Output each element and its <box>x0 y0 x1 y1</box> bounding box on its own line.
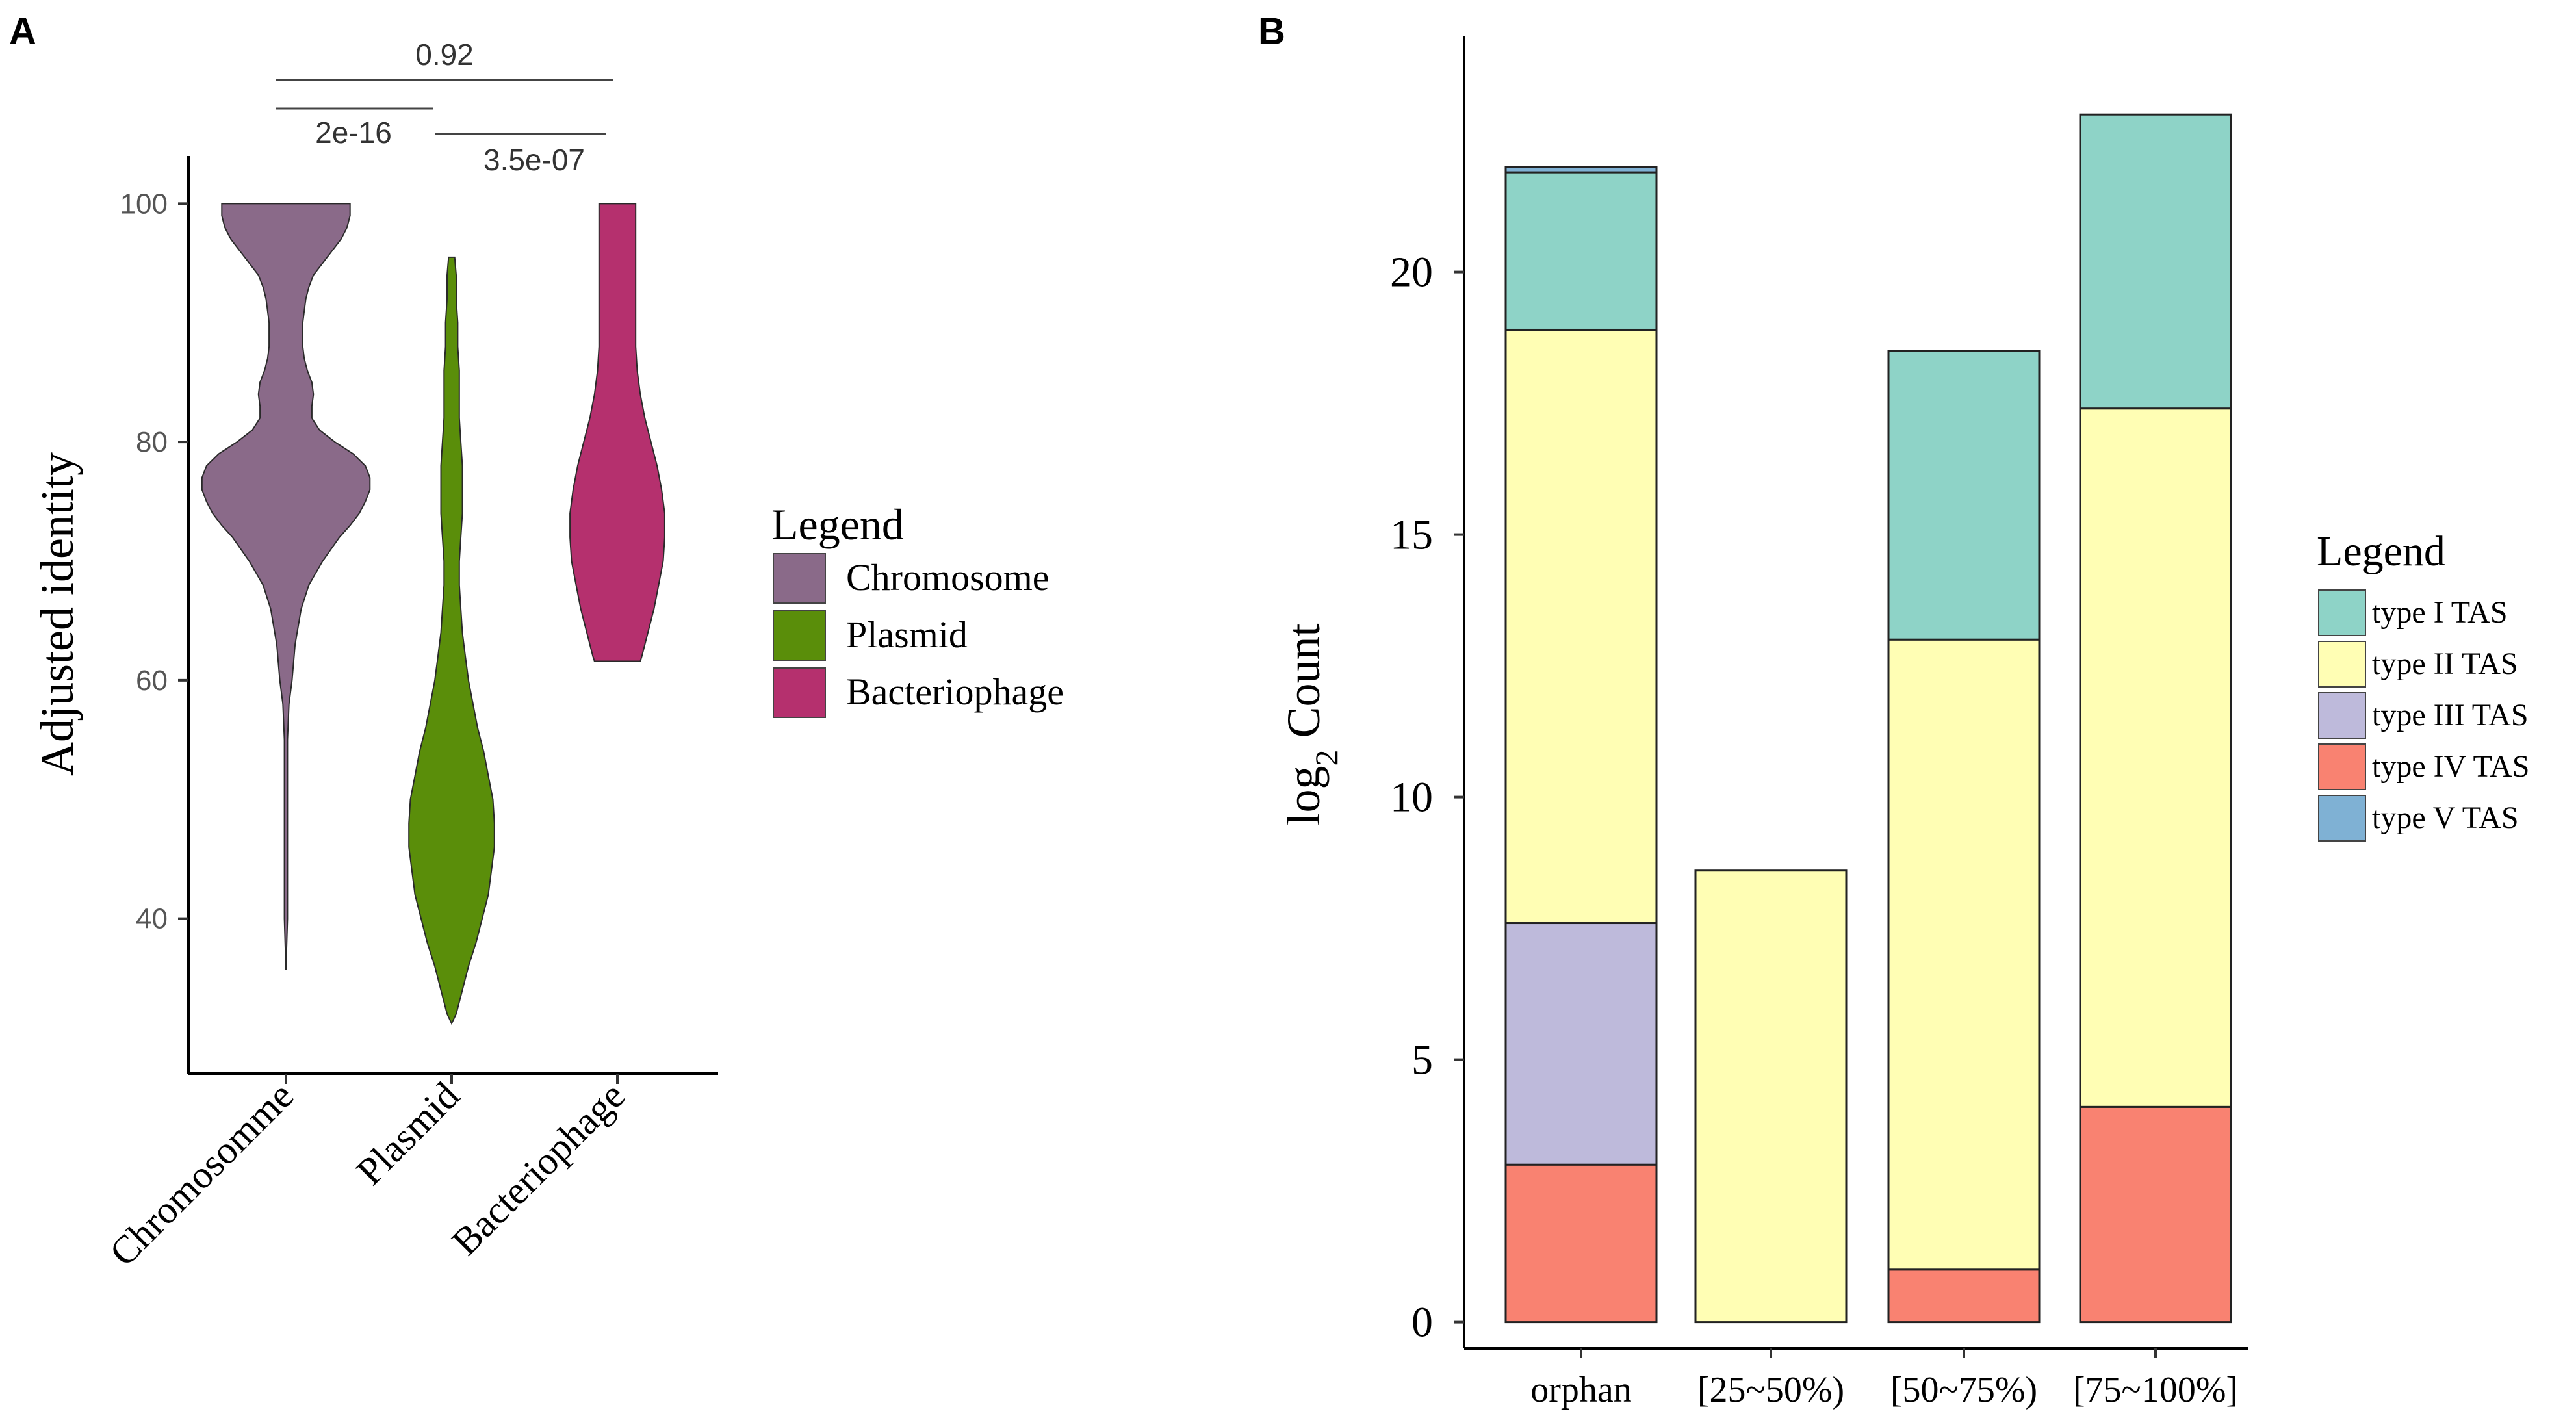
bar-segment-type-v-tas <box>1504 166 1658 174</box>
legend-swatch-chromosome <box>773 553 826 604</box>
legend-label-type-i-tas: type I TAS <box>2372 595 2508 630</box>
y-tick-label-a: 60 <box>136 665 168 697</box>
legend-label-type-iii-tas: type III TAS <box>2372 698 2529 732</box>
y-tick-label-b: 0 <box>1411 1299 1433 1346</box>
bar-segment-type-iv-tas <box>1504 1163 1658 1324</box>
legend-swatch-plasmid <box>773 610 826 661</box>
bar-segment-type-ii-tas <box>1504 328 1658 925</box>
bar-segment-type-i-tas <box>2079 113 2232 410</box>
legend-swatch-type-i-tas <box>2318 589 2366 636</box>
legend-swatch-bacteriophage <box>773 667 826 718</box>
x-tick-label-plasmid: Plasmid <box>348 1074 467 1193</box>
legend-b: Legend type I TAS type II TAS type III TAS t… <box>2317 528 2529 842</box>
x-tick-label-orphan: orphan <box>1530 1370 1632 1410</box>
y-axis-title-a: Adjusted identity <box>31 452 83 776</box>
y-tick-label-b: 20 <box>1390 249 1433 296</box>
y-tick-label-b: 15 <box>1390 511 1433 559</box>
legend-swatch-type-iv-tas <box>2318 743 2366 790</box>
legend-swatch-type-iii-tas <box>2318 692 2366 739</box>
y-ticks-a: 40 60 80 100 <box>120 188 188 935</box>
legend-label-type-ii-tas: type II TAS <box>2372 647 2518 681</box>
legend-label-plasmid: Plasmid <box>846 613 968 656</box>
bar-segment-type-iv-tas <box>2079 1105 2232 1324</box>
violin-group <box>201 203 665 1025</box>
violin-plasmid <box>408 256 495 1025</box>
y-ticks-b: 0 5 10 15 20 <box>1390 249 1464 1346</box>
panel-label-a: A <box>9 10 36 53</box>
legend-label-chromosome: Chromosome <box>846 556 1050 599</box>
bar-segment-type-ii-tas <box>1887 638 2041 1271</box>
x-tick-label-75-100: [75~100%] <box>2073 1370 2238 1410</box>
legend-swatch-type-ii-tas <box>2318 641 2366 688</box>
y-axis-title-b-subscript: 2 <box>1308 750 1345 766</box>
panel-label-b: B <box>1258 10 1285 53</box>
y-tick-label-b: 10 <box>1390 774 1433 821</box>
bar-segment-type-i-tas <box>1504 171 1658 331</box>
bar-segment-type-ii-tas <box>1694 869 1848 1324</box>
y-tick-label-b: 5 <box>1411 1036 1433 1084</box>
bar-segment-type-iv-tas <box>1887 1268 2041 1324</box>
x-tick-label-chromosomme: Chromosomme <box>101 1074 302 1274</box>
y-axis-title-b-main: log <box>1278 766 1330 826</box>
legend-a: Legend Chromosome Plasmid Bacteriophage <box>771 500 1064 718</box>
significance-brackets: 0.92 2e-16 3.5e-07 <box>276 38 613 177</box>
bar-segment-type-iii-tas <box>1504 922 1658 1166</box>
violin-chromosome <box>201 203 371 970</box>
legend-swatch-type-v-tas <box>2318 795 2366 842</box>
bar-segment-type-i-tas <box>1887 350 2041 641</box>
y-axis-title-b-tail: Count <box>1278 623 1330 749</box>
bar-segment-type-ii-tas <box>2079 407 2232 1108</box>
x-tick-label-50-75: [50~75%) <box>1890 1370 2037 1410</box>
y-axis-title-b: log2 Count <box>1278 623 1345 825</box>
legend-label-type-v-tas: type V TAS <box>2372 801 2519 835</box>
x-tick-label-25-50: [25~50%) <box>1697 1370 1844 1410</box>
y-tick-label-a: 40 <box>136 903 168 935</box>
legend-title-b: Legend <box>2317 528 2445 575</box>
x-tick-label-bacteriophage: Bacteriophage <box>444 1074 634 1264</box>
legend-label-bacteriophage: Bacteriophage <box>846 671 1064 713</box>
panel-b: B 0 5 10 15 20 orphan [25~50%) [50~75%) [75~100… <box>1258 10 2529 1410</box>
comparison-p-value: 3.5e-07 <box>483 143 585 177</box>
x-ticks-b: orphan [25~50%) [50~75%) [75~100%] <box>1530 1348 2238 1410</box>
comparison-p-value: 2e-16 <box>315 116 392 149</box>
comparison-p-value: 0.92 <box>415 38 474 71</box>
y-tick-label-a: 100 <box>120 188 168 220</box>
legend-title-a: Legend <box>771 500 904 549</box>
violin-bacteriophage <box>569 203 665 662</box>
y-tick-label-a: 80 <box>136 426 168 458</box>
legend-label-type-iv-tas: type IV TAS <box>2372 749 2529 784</box>
bar-group <box>1504 113 2232 1324</box>
